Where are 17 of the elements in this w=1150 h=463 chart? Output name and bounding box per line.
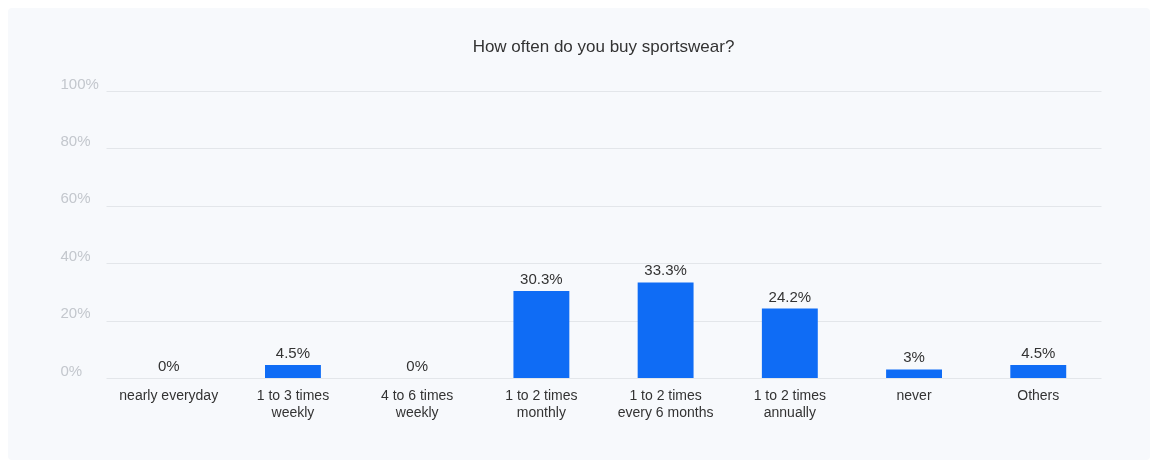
data-label: 24.2% xyxy=(768,287,812,305)
x-tick-label: never xyxy=(896,386,932,403)
data-label: 4.5% xyxy=(275,344,311,362)
x-tick-label: nearly everyday xyxy=(119,386,219,403)
x-tick-label: 1 to 2 times monthly xyxy=(505,386,578,420)
data-label: 33.3% xyxy=(644,261,687,279)
data-label: 0% xyxy=(406,357,429,374)
data-label: 4.5% xyxy=(1021,344,1056,362)
x-tick-label: 1 to 2 times annually xyxy=(753,386,827,420)
chart-title: How often do you buy sportswear? xyxy=(472,37,735,56)
x-tick-label: 1 to 2 times every 6 months xyxy=(617,386,714,420)
data-label: 30.3% xyxy=(520,270,563,288)
x-tick-label: 1 to 3 times weekly xyxy=(256,386,330,420)
data-label: 3% xyxy=(903,348,925,366)
x-tick-label: Others xyxy=(1017,386,1060,403)
x-tick-label: 4 to 6 times weekly xyxy=(380,386,454,420)
data-label: 0% xyxy=(157,357,180,374)
